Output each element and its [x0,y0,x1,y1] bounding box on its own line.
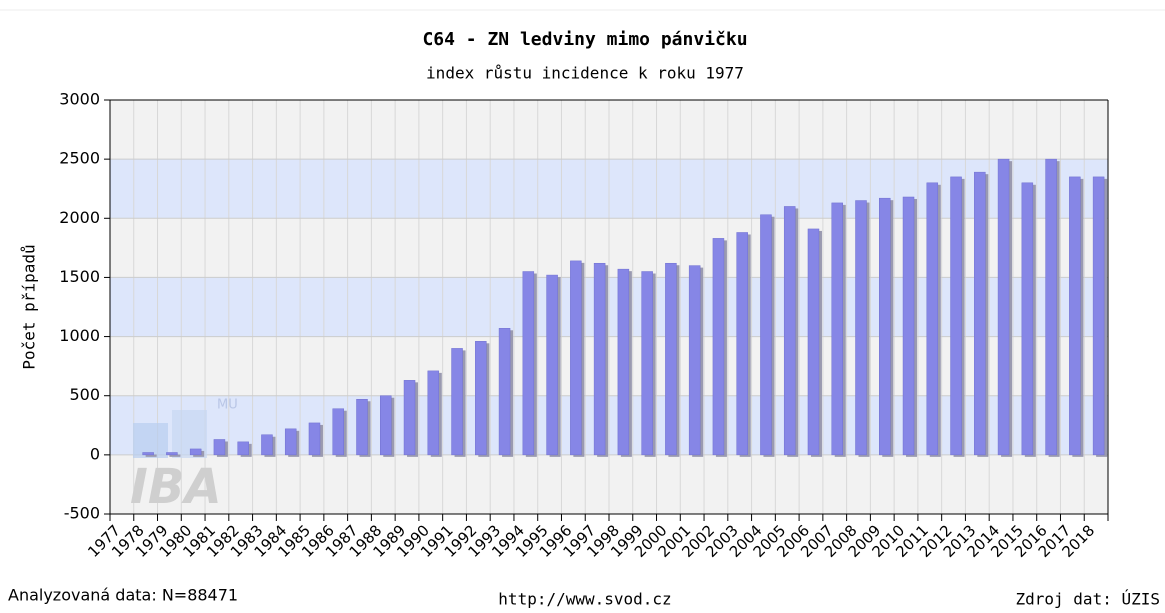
y-tick-label: 1000 [59,326,100,345]
bar [475,341,487,456]
bar [213,439,226,456]
logo-block [172,410,207,458]
bar [879,197,891,456]
bar [807,228,820,456]
bar [189,448,202,456]
bar [617,268,630,456]
bar [641,271,653,456]
bar [427,370,440,456]
bar [974,171,986,456]
logo-sub: MU [217,398,238,413]
bar [261,434,273,456]
bar [997,158,1010,456]
bar [237,441,249,456]
bar [1092,176,1105,456]
logo-block [133,423,168,458]
bar [855,200,867,456]
bar [665,262,677,456]
bar [380,395,392,456]
bar [522,271,535,456]
bar [546,274,558,456]
bar-shadow [145,454,157,457]
bar [831,202,843,456]
bar [712,238,725,456]
y-tick-label: 2500 [59,149,100,168]
y-tick-label: 2000 [59,208,100,227]
y-tick-label: 1500 [59,267,100,286]
bar [1069,176,1081,456]
y-tick-label: -500 [64,504,100,523]
bar [570,260,582,456]
bar [950,176,962,456]
bar [688,265,701,456]
bar [760,214,772,456]
bar [142,452,154,456]
logo-text: IBA [130,459,222,515]
y-tick-label: 3000 [59,90,100,109]
bar [1045,158,1057,456]
footer-left: Analyzovaná data: N=88471 [8,586,238,605]
bar [284,428,297,456]
bar [902,196,915,456]
bar [332,408,344,456]
bar [356,399,368,456]
y-tick-label: 500 [69,385,100,404]
bar [403,380,416,456]
y-axis-label: Počet případů [20,244,39,369]
y-tick-label: 0 [90,444,100,463]
bar-shadow [169,454,181,457]
bar [736,232,748,456]
bar [1021,182,1034,456]
bar [166,452,178,456]
bar [593,262,606,456]
footer-center: http://www.svod.cz [498,590,671,609]
footer-right: Zdroj dat: ÚZIS [1016,590,1161,609]
bar [498,328,511,456]
bar [926,182,939,456]
bar [308,422,321,456]
bar [783,206,796,456]
chart-title: C64 - ZN ledviny mimo pánvičku [422,29,747,50]
bar [451,348,463,456]
chart-subtitle: index růstu incidence k roku 1977 [426,64,744,83]
